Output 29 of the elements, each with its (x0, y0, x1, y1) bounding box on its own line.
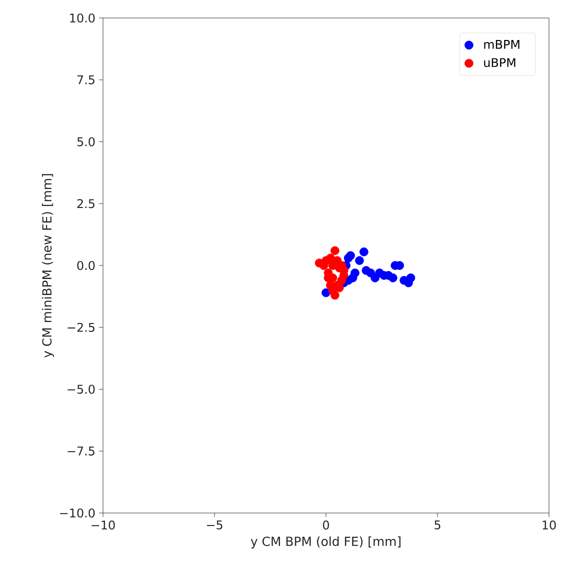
y-tick-label: −5.0 (68, 384, 95, 394)
point (355, 256, 364, 265)
y-tick-label: 0.0 (77, 260, 95, 270)
point (388, 273, 398, 282)
x-axis-title: y CM BPM (old FE) [mm] (250, 536, 400, 548)
y-tick-label: 7.5 (77, 75, 94, 84)
point (337, 276, 346, 285)
point (346, 251, 355, 260)
x-tick-label: 10 (542, 520, 556, 530)
x-tick-label: 5 (434, 520, 440, 530)
point (330, 246, 340, 256)
y-tick-label: 2.5 (77, 199, 94, 208)
y-tick-label: −10.0 (60, 508, 95, 518)
point (328, 261, 338, 270)
point (330, 290, 340, 300)
x-tick-label: −10 (92, 520, 115, 530)
y-tick-label: −2.5 (68, 322, 94, 332)
legend-label: uBPM (484, 58, 516, 68)
point (322, 288, 330, 298)
legend-label: mBPM (484, 40, 520, 49)
point (406, 273, 416, 282)
y-tick-label: 10.0 (70, 13, 95, 23)
y-tick-label: −7.5 (68, 446, 94, 456)
y-tick-label: 5.0 (77, 137, 95, 146)
x-tick-label: −5 (206, 520, 222, 530)
x-tick-label: 0 (322, 520, 330, 530)
point (360, 247, 368, 256)
y-axis-title: y CM miniBPM (new FE) [mm] (42, 174, 54, 358)
point (350, 268, 360, 278)
